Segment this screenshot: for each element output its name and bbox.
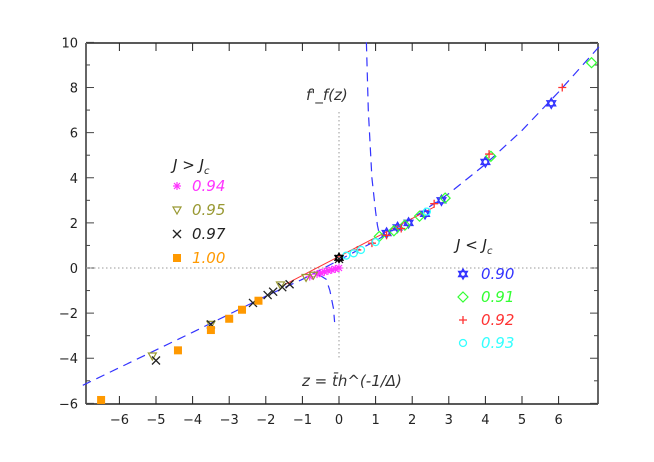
series-0.91 — [373, 56, 598, 243]
x-tick-label: 5 — [518, 413, 526, 428]
x-axis-label: z = t̄h^(-1/Δ) — [301, 371, 402, 390]
series-0.90 — [381, 96, 557, 240]
legend-entry-label: 0.94 — [192, 177, 225, 195]
x-tick-label: 4 — [481, 413, 489, 428]
legend-entry: 0.94 — [173, 177, 225, 195]
legend-entry: 0.90 — [457, 265, 514, 283]
fit-curve-divergent-right — [365, 42, 380, 235]
series-0.92 — [353, 83, 567, 254]
y-tick-label: −4 — [59, 352, 78, 367]
legend-title: J > Jc — [170, 156, 210, 177]
x-tick-label: 1 — [371, 413, 379, 428]
y-tick-label: 8 — [70, 82, 78, 97]
x-tick-label: −4 — [183, 413, 202, 428]
y-tick-label: 4 — [70, 172, 78, 187]
legend-entry-label: 1.00 — [192, 249, 225, 267]
series-1.00 — [97, 296, 263, 404]
legend: J > Jc0.94 0.95 0.97 1.00 J < Jc 0.90 0.91 0.92… — [170, 156, 514, 352]
y-tick-label: 6 — [70, 127, 78, 142]
fit-curve-divergent-left — [318, 274, 336, 323]
x-tick-label: 6 — [554, 413, 562, 428]
x-tick-label: −6 — [110, 413, 129, 428]
legend-entry: 0.92 — [459, 311, 514, 329]
legend-title: J < Jc — [453, 236, 493, 257]
x-tick-label: −1 — [293, 413, 312, 428]
legend-entry-label: 0.93 — [481, 334, 514, 352]
legend-entry-label: 0.91 — [481, 288, 514, 306]
x-tick-label: −5 — [146, 413, 165, 428]
origin-star-marker — [333, 251, 345, 264]
y-tick-label: 10 — [61, 36, 78, 51]
legend-entry-label: 0.92 — [481, 311, 514, 329]
axis-ticks: −6 −5 −4 −3 −2 −1 0 1 2 3 4 5 6 −6 −4 −2 0 2 4 6 8 10 — [59, 36, 598, 428]
legend-entry-label: 0.90 — [481, 265, 514, 283]
y-tick-label: −6 — [59, 397, 78, 412]
x-tick-label: −3 — [220, 413, 239, 428]
legend-entry: 0.91 — [457, 288, 514, 306]
y-tick-label: 0 — [70, 262, 78, 277]
legend-group-above-jc: J > Jc0.94 0.95 0.97 1.00 — [170, 156, 226, 267]
legend-entry: 0.97 — [172, 225, 226, 243]
x-tick-label: 2 — [408, 413, 416, 428]
plot-frame — [85, 42, 599, 405]
legend-entry: 0.93 — [458, 334, 514, 352]
legend-entry: 1.00 — [173, 249, 225, 267]
y-tick-label: 2 — [70, 217, 78, 232]
series-0.95 — [147, 271, 319, 362]
x-tick-label: −2 — [256, 413, 275, 428]
legend-group-below-jc: J < Jc 0.90 0.91 0.92 0.93 — [453, 236, 514, 352]
x-tick-label: 0 — [335, 413, 343, 428]
y-tick-label: −2 — [59, 307, 78, 322]
legend-entry: 0.95 — [171, 201, 225, 219]
legend-entry-label: 0.95 — [192, 201, 225, 219]
data-points — [97, 56, 598, 404]
y-axis-label: f'_f(z) — [306, 86, 348, 105]
x-tick-label: 3 — [445, 413, 453, 428]
reference-lines — [86, 112, 598, 360]
fit-line-red — [283, 206, 435, 286]
legend-entry-label: 0.97 — [192, 225, 226, 243]
